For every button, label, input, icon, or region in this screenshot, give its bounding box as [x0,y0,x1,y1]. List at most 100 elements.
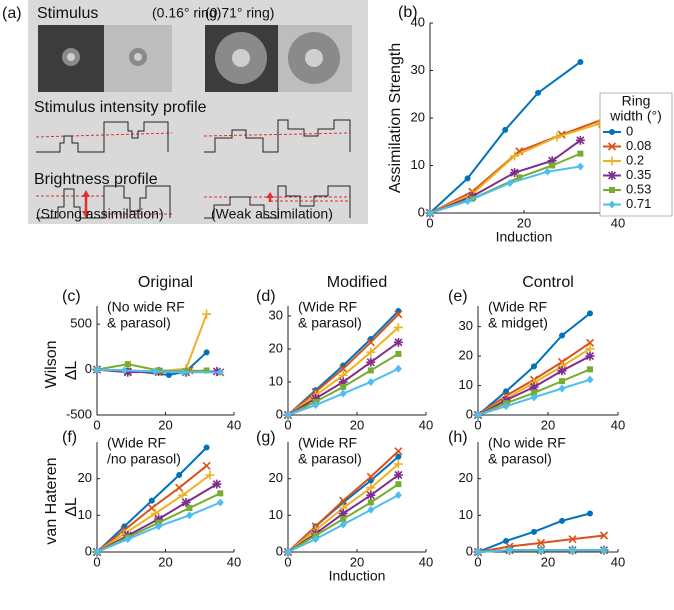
x-tick-label: 20 [350,554,364,569]
annotation: & parasol) [107,315,171,331]
y-tick-label: 20 [269,470,283,485]
x-tick-label: 40 [611,417,625,432]
marker [547,156,557,166]
marker [536,538,546,547]
panel-label: (f) [62,429,77,446]
intensity-profile [204,119,351,153]
x-tick-label: 20 [517,215,531,230]
marker [367,377,375,386]
section-title: Stimulus [37,5,98,22]
marker [366,490,376,500]
y-tick-label: 20 [459,348,473,363]
marker [216,498,224,507]
marker [587,310,593,317]
panel-label: (g) [256,429,276,446]
y-tick-label: 20 [459,470,473,485]
y-tick-label: -500 [66,406,92,421]
marker [531,389,537,396]
marker [339,364,348,373]
marker [175,483,184,492]
column-title: Control [522,274,574,291]
x-tick-label: 40 [419,417,433,432]
y-tick-label: 0 [418,204,425,219]
marker [393,459,403,469]
legend-label: 0.35 [626,167,651,182]
panel-label: (a) [2,5,22,22]
panel-a: (a) Stimulus (0.16° ring) (0.71° ring) S… [2,0,368,224]
y-tick-label: 0 [276,543,283,558]
marker [599,531,609,540]
chart: 0 10 20 0 20 40 (h) (No wide RF& parasol) [448,429,625,569]
marker [531,363,537,370]
marker [393,322,403,332]
annotation: & midget) [488,315,548,331]
legend-title: Ring [622,93,651,109]
marker [506,179,514,188]
marker [203,444,210,451]
panel-label: (c) [62,288,81,305]
y-axis-label: Assimilation Strength [387,43,404,193]
marker [366,347,376,357]
marker [464,197,472,206]
marker [217,490,224,497]
marker [568,535,577,544]
marker [503,538,509,544]
marker [339,389,347,398]
annotation: (Wide RF [298,435,357,451]
x-tick-label: 20 [350,417,364,432]
marker [393,337,403,347]
y-tick-label: 10 [411,157,425,172]
annotation: (No wide RF [107,299,185,315]
disk [67,53,75,61]
marker [311,393,321,403]
x-tick-label: 20 [158,417,172,432]
marker [544,167,551,176]
marker [510,151,520,161]
y-axis-label: ΔL [63,361,80,381]
marker [585,351,595,361]
arrowhead [82,211,90,218]
marker [366,338,375,347]
x-tick-label: 40 [611,554,625,569]
marker [503,388,509,395]
x-axis-label: Induction [329,568,386,584]
y-tick-label: 30 [459,318,473,333]
marker [124,535,132,544]
marker [608,200,616,209]
ring-label: (0.71° ring) [205,5,274,21]
chart: 0 10 20 0 20 40 (g) (Wide RF& parasol) Induction [256,429,433,583]
marker [176,472,183,478]
marker [559,517,565,524]
chart: 0 10 20 30 0 20 40 (d) Modified (Wide RF& parasol… [256,274,433,432]
legend-label: 0.53 [626,181,651,196]
x-axis-label: Induction [496,229,553,245]
column-title: Original [138,274,193,291]
intensity-profile [36,121,169,153]
chart: 0 10 20 30 0 20 40 (e) Control (Wide RF& midget) [448,274,625,432]
y-tick-label: 0 [276,406,283,421]
marker [216,368,224,377]
marker [559,378,565,385]
marker [394,447,403,456]
marker [338,509,348,518]
x-tick-label: 20 [541,554,555,569]
marker [464,175,471,182]
marker [607,171,617,180]
mean-line [35,132,173,138]
marker [185,511,193,520]
marker [178,490,188,500]
marker [607,142,617,151]
marker [537,546,545,555]
marker [609,187,615,193]
marker [510,168,520,178]
marker [393,470,403,480]
annotation: (Wide RF [107,435,166,451]
y-tick-label: 40 [411,14,425,29]
marker [609,129,615,135]
marker [339,520,347,529]
x-tick-label: 0 [474,417,481,432]
y-tick-label: 0 [466,406,473,421]
marker [535,89,542,96]
marker [366,357,376,367]
